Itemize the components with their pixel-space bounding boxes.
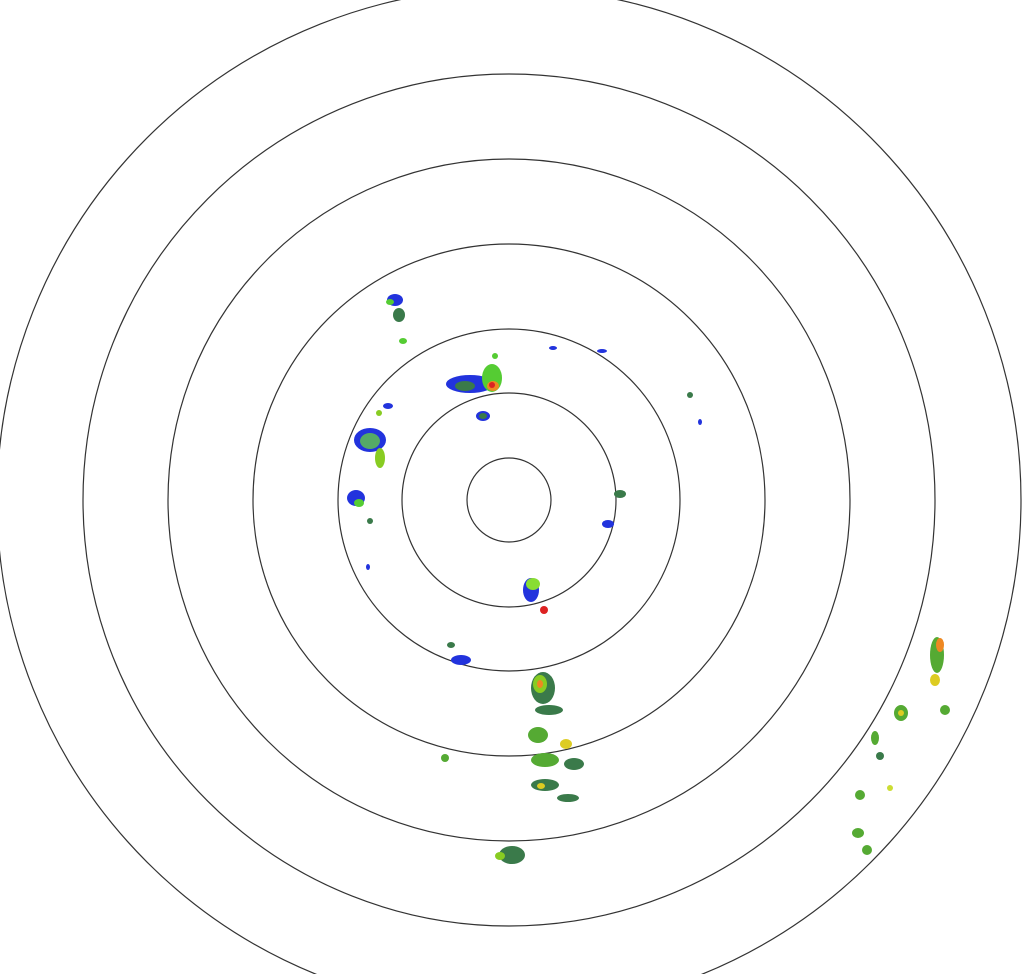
echo [855,790,865,800]
echo [531,753,559,767]
echo [871,731,879,745]
echo [383,403,393,409]
echo [451,655,471,665]
range-ring [252,243,766,757]
echo [852,828,864,838]
echo [602,520,614,528]
echo [499,846,525,864]
echo [492,353,498,359]
echo [940,705,950,715]
echo [367,518,373,524]
echoes [347,294,950,864]
echo [698,419,702,425]
echo [535,705,563,715]
echo [528,727,548,743]
echo [386,299,394,305]
echo [876,752,884,760]
echo [898,710,904,716]
echo [495,852,505,860]
echo [560,739,572,749]
range-ring [337,328,681,672]
echo [447,642,455,648]
range-ring [401,392,617,608]
echo [393,308,405,322]
echo [399,338,407,344]
echo [360,433,380,449]
echo [564,758,584,770]
echo [537,783,545,789]
range-ring [82,73,936,927]
echo [479,413,487,419]
echo [687,392,693,398]
echo [537,680,543,688]
echo [526,578,540,590]
echo [455,381,475,391]
echo [930,674,940,686]
echo [614,490,626,498]
echo [540,606,548,614]
range-ring [466,457,552,543]
echo [887,785,893,791]
echo [489,382,495,388]
echo [366,564,370,570]
echo [597,349,607,353]
echo [441,754,449,762]
echo [549,346,557,350]
range-ring [167,158,851,842]
echo [375,448,385,468]
echo [531,779,559,791]
echo [557,794,579,802]
echo [936,638,944,652]
echo [862,845,872,855]
echo [354,499,364,507]
echo [376,410,382,416]
